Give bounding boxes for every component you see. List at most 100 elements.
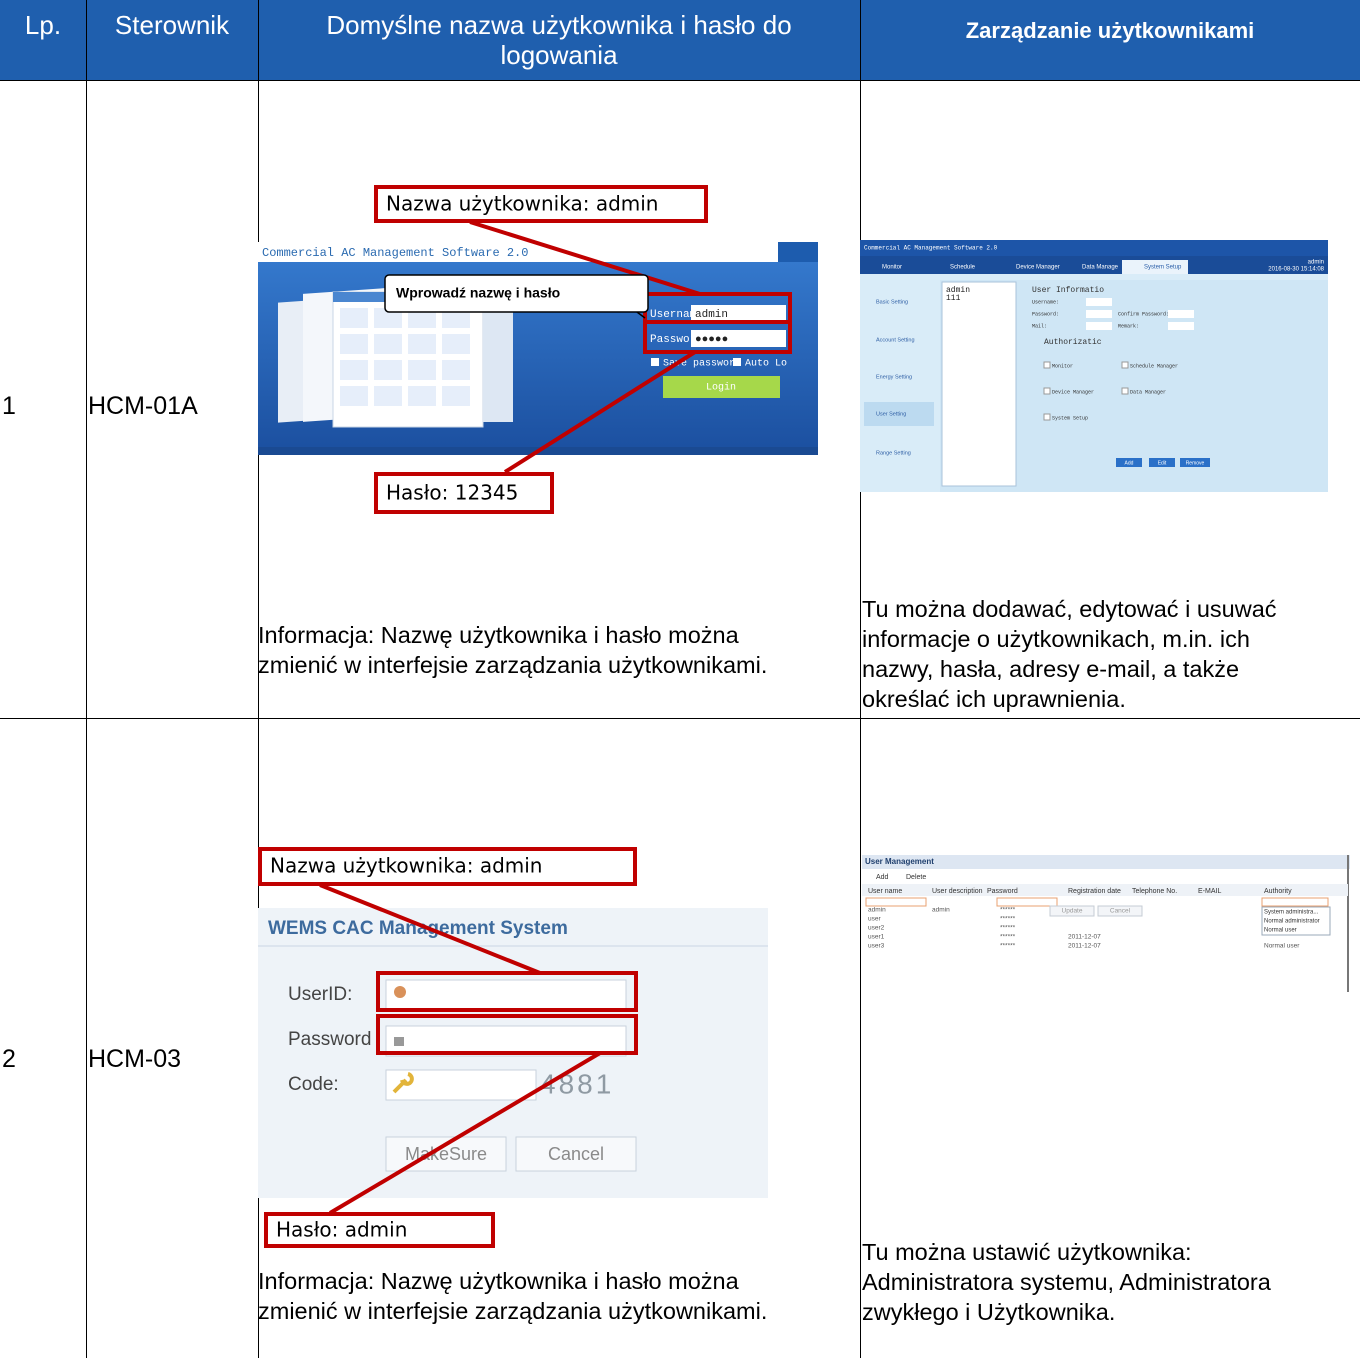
cell: 2011-12-07 bbox=[1068, 943, 1101, 950]
button-label: Cancel bbox=[548, 1144, 604, 1164]
window-buttons bbox=[778, 242, 818, 262]
permission: Monitor bbox=[1052, 363, 1073, 369]
button-label: Cancel bbox=[1110, 908, 1131, 915]
cell: ****** bbox=[1000, 916, 1016, 923]
field-label: Confirm Password: bbox=[1118, 311, 1169, 317]
checkbox bbox=[1121, 387, 1129, 395]
button-label: MakeSure bbox=[405, 1144, 487, 1164]
dropdown-option: System administra... bbox=[1264, 910, 1319, 916]
field-label: Username: bbox=[1032, 299, 1059, 305]
title-bar bbox=[860, 240, 1328, 256]
field-label: UserID: bbox=[288, 984, 352, 1005]
input bbox=[1086, 298, 1112, 306]
toolbar-button: Delete bbox=[906, 874, 926, 881]
cell: user1 bbox=[868, 934, 885, 941]
button bbox=[1180, 458, 1210, 467]
callout-box bbox=[258, 847, 637, 886]
section-title: User Informatio bbox=[1032, 286, 1104, 295]
callout-box bbox=[374, 472, 554, 514]
note-line: Tu można ustawić użytkownika: bbox=[862, 1239, 1192, 1265]
controller: HCM-01A bbox=[88, 392, 198, 420]
checkbox bbox=[733, 358, 741, 366]
table-header bbox=[862, 884, 1348, 896]
input bbox=[1168, 322, 1194, 330]
username-label: Username bbox=[650, 309, 703, 321]
button-label: Add bbox=[1125, 460, 1134, 466]
button-label: Remove bbox=[1186, 460, 1205, 466]
cell: 2011-12-07 bbox=[1068, 934, 1101, 941]
input bbox=[996, 897, 1058, 907]
note-line: zwykłego i Użytkownika. bbox=[862, 1299, 1116, 1325]
active-tab bbox=[1122, 260, 1188, 274]
cell: user3 bbox=[868, 943, 885, 950]
column-header: Registration date bbox=[1068, 888, 1121, 895]
current-user: admin bbox=[1308, 260, 1324, 266]
window-title: Commercial AC Management Software 2.0 bbox=[864, 245, 998, 252]
field-label: Password: bbox=[1032, 311, 1059, 317]
cell: ****** bbox=[1000, 943, 1016, 950]
menu-highlight bbox=[864, 402, 934, 426]
cell: ****** bbox=[1000, 925, 1016, 932]
header-cell: Lp. bbox=[24, 10, 62, 40]
tab: Schedule bbox=[950, 265, 976, 271]
controller: HCM-03 bbox=[88, 1045, 182, 1073]
button bbox=[1097, 905, 1143, 917]
note: Tu można dodawać, edytować i usuwać info… bbox=[862, 594, 1277, 714]
field-label: Password bbox=[288, 1029, 371, 1050]
callout-text: Nazwa użytkownika: admin bbox=[270, 854, 542, 878]
header-cell: Zarządzanie użytkownikami bbox=[965, 18, 1255, 43]
field-label: Mail: bbox=[1032, 323, 1047, 329]
username-value: admin bbox=[695, 309, 728, 321]
tab: Data Manage bbox=[1082, 265, 1119, 271]
checkbox bbox=[1043, 413, 1051, 421]
note-line: określać ich uprawnienia. bbox=[862, 686, 1126, 712]
note-line: zmienić w interfejsie zarządzania użytko… bbox=[258, 652, 768, 678]
button bbox=[515, 1136, 637, 1172]
auto-login: Auto Lo bbox=[745, 359, 787, 370]
permission: Data Manager bbox=[1130, 389, 1166, 395]
input bbox=[1086, 322, 1112, 330]
column-header: E-MAIL bbox=[1198, 888, 1221, 895]
username-field bbox=[691, 305, 786, 322]
checkbox bbox=[1043, 387, 1051, 395]
permission: Schedule Manager bbox=[1130, 363, 1178, 369]
key-icon bbox=[392, 1072, 414, 1094]
input bbox=[1086, 310, 1112, 318]
callout-box bbox=[374, 185, 708, 223]
note-line: Tu można dodawać, edytować i usuwać bbox=[862, 596, 1277, 622]
permission: Device Manager bbox=[1052, 389, 1094, 395]
button-label: Update bbox=[1062, 908, 1083, 915]
dropdown-list bbox=[1261, 906, 1331, 936]
row-number: 2 bbox=[2, 1045, 16, 1073]
field-label: Code: bbox=[288, 1074, 339, 1095]
cell: ****** bbox=[1000, 907, 1016, 914]
header-row bbox=[0, 0, 1360, 80]
captcha: 4881 bbox=[540, 1068, 614, 1099]
header-line: Domyślne nazwa użytkownika i hasło do bbox=[326, 10, 792, 40]
note: Informacja: Nazwę użytkownika i hasło mo… bbox=[258, 620, 767, 680]
dropdown-option: Normal administrator bbox=[1264, 919, 1320, 925]
checkbox bbox=[651, 358, 659, 366]
menu-item: User Setting bbox=[876, 411, 906, 417]
toolbar-button: Add bbox=[876, 874, 889, 881]
row-border bbox=[0, 718, 1360, 719]
note: Tu można ustawić użytkownika: Administra… bbox=[862, 1237, 1271, 1327]
cell: Normal user bbox=[1264, 943, 1300, 950]
note-line: informacje o użytkownikach, m.in. ich bbox=[862, 626, 1250, 652]
user-icon bbox=[394, 986, 406, 998]
hint-box bbox=[384, 274, 649, 313]
window-title: WEMS CAC Management System bbox=[268, 918, 568, 939]
cell: user2 bbox=[868, 925, 885, 932]
management-screenshot: Commercial AC Management Software 2.0 Mo… bbox=[860, 240, 1328, 492]
note-line: Informacja: Nazwę użytkownika i hasło mo… bbox=[258, 1268, 739, 1294]
callout-text: Hasło: admin bbox=[276, 1218, 407, 1242]
row-border bbox=[0, 80, 1360, 81]
field-label: Remark: bbox=[1118, 323, 1139, 329]
callout-text: Nazwa użytkownika: admin bbox=[386, 192, 658, 216]
title-bar bbox=[258, 242, 818, 262]
password-label: Password bbox=[650, 334, 703, 346]
callout-lines bbox=[319, 220, 701, 1215]
column-header: User description bbox=[932, 888, 983, 895]
menu-item: Account Setting bbox=[876, 337, 915, 343]
note-line: Administratora systemu, Administratora bbox=[862, 1269, 1271, 1295]
